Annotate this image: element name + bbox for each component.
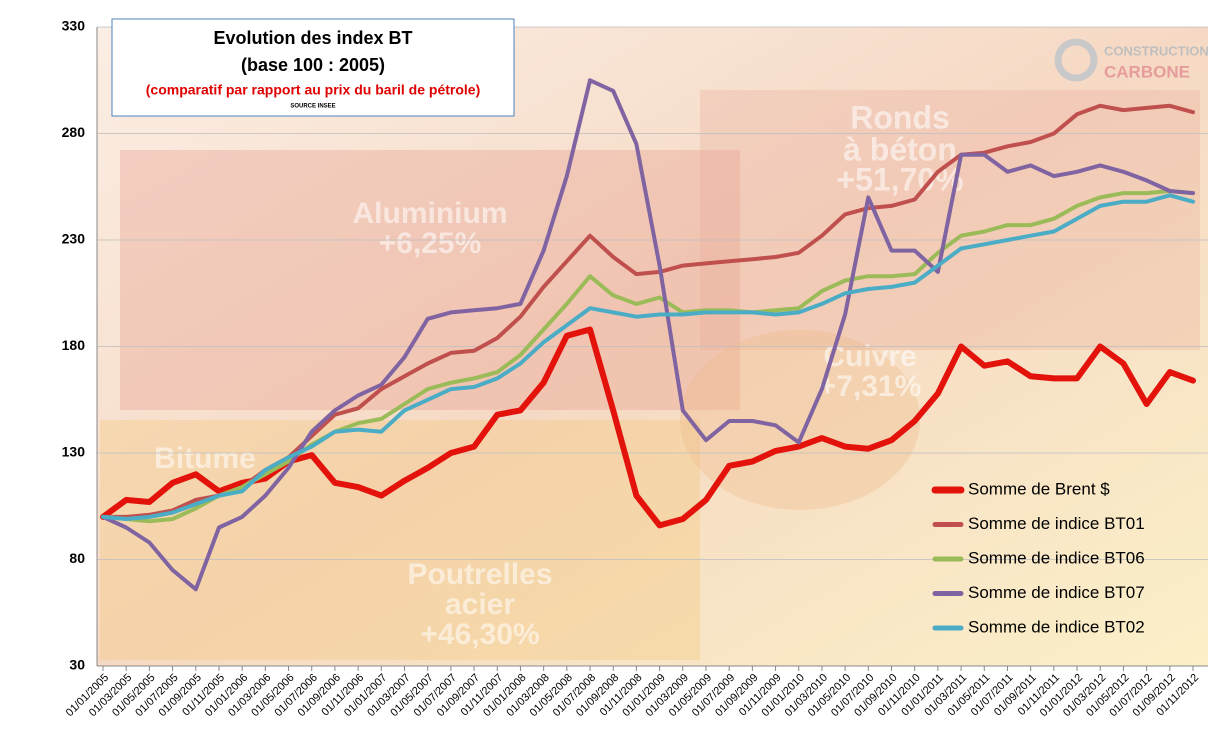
- background-annotation: Poutrelles: [407, 558, 552, 591]
- y-tick-label: 30: [69, 657, 85, 673]
- background-annotation: +6,25%: [379, 227, 482, 260]
- logo-text: CARBONE: [1104, 62, 1190, 81]
- y-tick-label: 80: [69, 550, 85, 566]
- logo-mark: [1054, 38, 1098, 82]
- legend-label: Somme de indice BT07: [968, 583, 1145, 602]
- legend-label: Somme de indice BT06: [968, 548, 1145, 567]
- legend-label: Somme de indice BT01: [968, 514, 1145, 533]
- background-annotation: Ronds: [850, 99, 950, 135]
- series-line: [101, 189, 1195, 524]
- chart-note: (comparatif par rapport au prix du baril…: [146, 82, 481, 98]
- photo-shape: [100, 420, 700, 660]
- background-annotation: acier: [445, 588, 515, 621]
- background-annotation: +46,30%: [420, 618, 539, 651]
- background-annotation: Aluminium: [353, 197, 508, 230]
- series-line: [101, 193, 1195, 521]
- chart-subtitle: (base 100 : 2005): [241, 55, 385, 75]
- series-line: [101, 78, 1195, 592]
- photo-shape: [120, 150, 740, 410]
- background-annotation: Bitume: [154, 442, 256, 475]
- background-annotation: +7,31%: [819, 370, 922, 403]
- y-tick-label: 230: [62, 231, 86, 247]
- y-tick-label: 180: [62, 337, 86, 353]
- legend-label: Somme de indice BT02: [968, 617, 1145, 636]
- chart-source: SOURCE INSEE: [290, 104, 335, 110]
- y-tick-label: 280: [62, 124, 86, 140]
- background-annotation: Cuivre: [823, 340, 916, 373]
- legend-label: Somme de Brent $: [968, 479, 1110, 498]
- logo-text: CONSTRUCTION: [1104, 43, 1209, 58]
- y-tick-label: 130: [62, 444, 86, 460]
- chart-title: Evolution des index BT: [213, 28, 412, 48]
- background-annotation: à béton: [843, 131, 957, 167]
- title-box: [111, 18, 515, 117]
- y-tick-label: 330: [62, 18, 86, 34]
